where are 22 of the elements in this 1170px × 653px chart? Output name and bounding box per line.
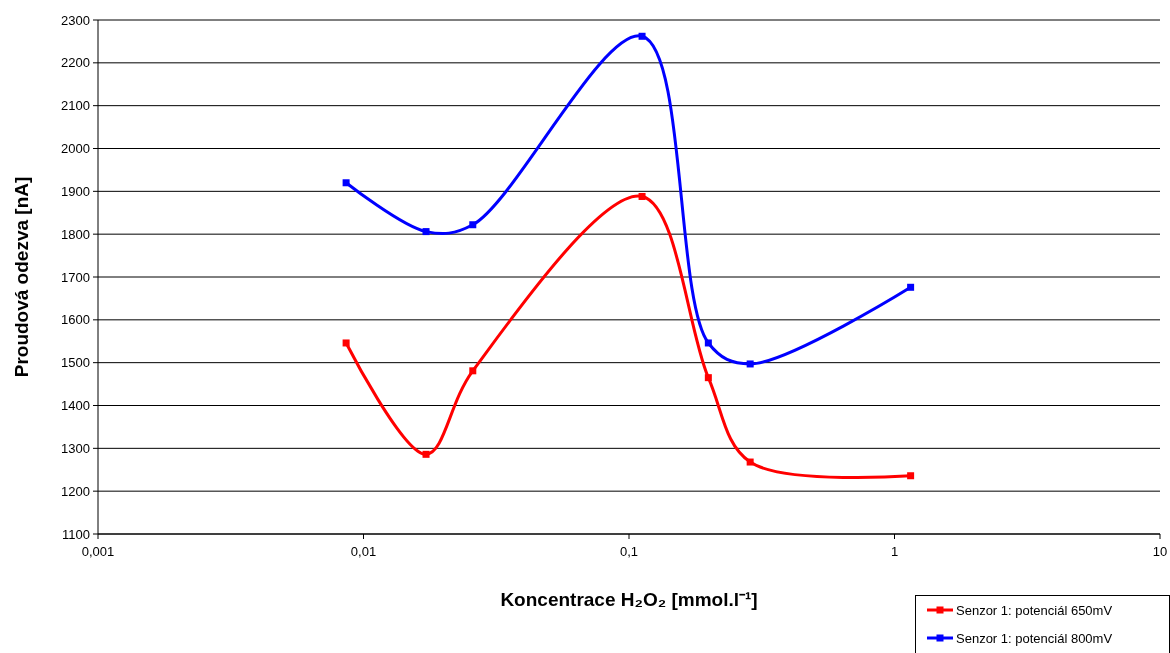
y-axis-title: Proudová odezva [nA] — [11, 176, 32, 378]
x-tick-label: 0,1 — [619, 544, 639, 559]
y-tick-label: 1800 — [61, 226, 90, 242]
y-tick-label: 1900 — [61, 183, 90, 199]
x-axis-title: Koncentrace H₂O₂ [mmol.l⁻¹] — [500, 589, 758, 610]
x-tick-label: 1 — [890, 544, 899, 559]
y-tick-label: 2200 — [61, 55, 90, 71]
y-tick-label: 1200 — [61, 483, 90, 499]
y-tick-label: 1600 — [61, 312, 90, 328]
y-tick-label: 2000 — [61, 141, 90, 157]
y-tick-label: 1400 — [61, 398, 90, 414]
y-tick-label: 1700 — [61, 269, 90, 285]
x-tick-label: 0,01 — [350, 544, 377, 559]
legend-label: Senzor 1: potenciál 650mV — [956, 602, 1113, 618]
x-tick-label: 0,001 — [81, 544, 115, 559]
y-tick-label: 1500 — [61, 355, 90, 371]
legend-label: Senzor 1: potenciál 800mV — [956, 630, 1113, 646]
y-tick-label: 2300 — [61, 12, 90, 28]
y-tick-label: 1300 — [61, 440, 90, 456]
y-tick-label: 2100 — [61, 98, 90, 114]
x-tick-label: 10 — [1152, 544, 1168, 559]
y-tick-label: 1100 — [62, 526, 90, 542]
